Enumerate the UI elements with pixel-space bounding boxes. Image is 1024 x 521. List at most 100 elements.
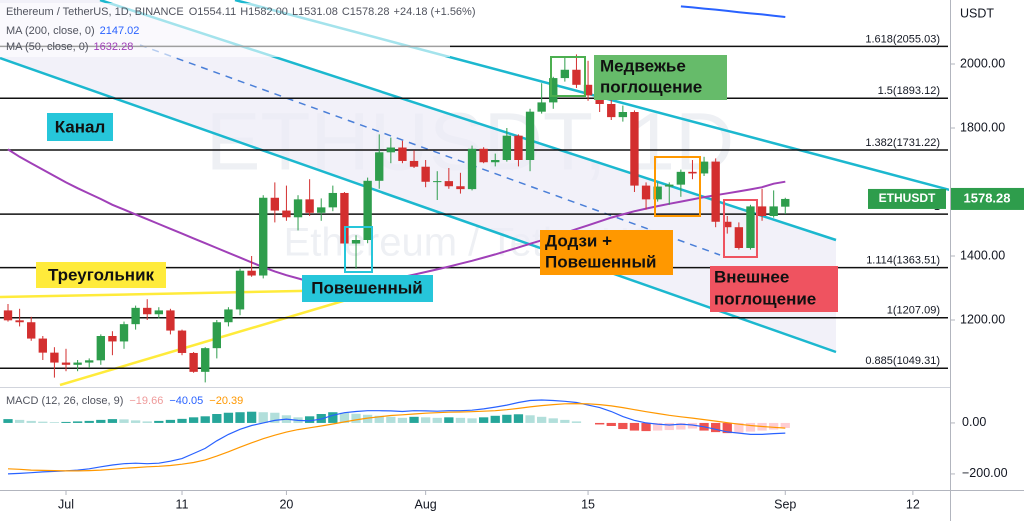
macd-bar xyxy=(780,422,790,428)
triangle-line xyxy=(0,288,351,299)
candle-body xyxy=(363,180,372,240)
annotation: Медвежье xyxy=(600,56,686,75)
macd-bar xyxy=(96,419,106,423)
macd-bar xyxy=(467,418,477,423)
x-tick-label: Sep xyxy=(774,497,796,511)
macd-bar xyxy=(420,417,431,423)
candle-body xyxy=(549,78,558,103)
candle-body xyxy=(15,320,24,323)
macd-bar xyxy=(687,422,698,429)
macd-bar xyxy=(304,416,315,423)
candle-body xyxy=(270,197,280,211)
pattern-box xyxy=(344,226,373,273)
macd-bar xyxy=(479,417,489,423)
candle-body xyxy=(769,206,778,216)
channel-line xyxy=(0,56,837,354)
macd-bar xyxy=(26,420,36,423)
macd-bar xyxy=(328,412,338,423)
macd-line xyxy=(7,399,786,475)
candle-body xyxy=(409,160,419,167)
macd-bar xyxy=(455,417,466,423)
candle-body xyxy=(583,84,593,96)
macd-bar xyxy=(560,419,570,423)
candle-body xyxy=(421,166,430,182)
macd-bar xyxy=(641,422,651,432)
pattern-box xyxy=(550,56,586,97)
candle-body xyxy=(282,210,291,218)
macd-bar xyxy=(362,414,373,423)
macd-bar xyxy=(3,419,13,423)
macd-bar xyxy=(339,412,350,423)
candle-body xyxy=(351,240,361,244)
candle-body xyxy=(688,171,697,174)
high: H1582.00 xyxy=(240,6,288,18)
candle-body xyxy=(572,69,581,85)
candle-body xyxy=(3,310,13,321)
macd-bar xyxy=(513,414,524,423)
macd-bar xyxy=(711,422,721,433)
candle-body xyxy=(514,135,523,160)
macd-bar xyxy=(61,421,71,423)
macd-bar xyxy=(188,417,199,423)
candle-body xyxy=(27,322,36,339)
candle-body xyxy=(618,112,628,118)
symbol-tag-label: ETHUSDT xyxy=(879,191,936,205)
candle-body xyxy=(235,270,245,310)
annotation: Канал xyxy=(55,117,106,136)
macd-bar xyxy=(653,422,663,431)
close: C1578.28 xyxy=(342,6,390,18)
ma-value: 2147.02 xyxy=(100,25,140,37)
ma-name: MA (50, close, 0) xyxy=(6,41,89,53)
macd-bar xyxy=(200,416,210,423)
macd-bar xyxy=(258,412,268,423)
candle-body xyxy=(525,111,535,160)
fib-label: 1(1207.09) xyxy=(887,305,940,317)
candle-body xyxy=(212,322,221,349)
x-tick-label: Jul xyxy=(58,497,74,511)
candle-body xyxy=(247,270,256,276)
candle-body xyxy=(259,197,268,276)
fib-label: 1.114(1363.51) xyxy=(866,255,940,267)
candle-body xyxy=(177,330,187,353)
candle-body xyxy=(340,192,349,244)
ma-value: 1632.28 xyxy=(94,41,134,53)
low: L1531.08 xyxy=(292,6,338,18)
moving-average xyxy=(680,5,786,18)
candle-body xyxy=(757,206,767,216)
legend-macd: MACD (12, 26, close, 9) −19.66 −40.05 −20.3… xyxy=(6,395,243,407)
x-tick-label: Aug xyxy=(415,497,437,511)
fib-label: 1.618(2055.03) xyxy=(865,33,940,45)
macd-bar xyxy=(107,419,118,423)
macd-bar xyxy=(502,414,512,423)
x-tick-label: 11 xyxy=(176,497,189,511)
candle-body xyxy=(375,152,384,181)
candle-body xyxy=(723,221,732,228)
candle-body xyxy=(119,324,129,342)
y-tick-label: 1200.00 xyxy=(960,312,1005,326)
symbol-tag xyxy=(868,188,946,209)
candle-body xyxy=(560,69,570,79)
annotation-box xyxy=(36,262,166,288)
candle-body xyxy=(537,102,546,112)
y-tick-label: 2000.00 xyxy=(960,56,1005,70)
candle-body xyxy=(386,147,396,153)
macd-bar xyxy=(270,412,280,423)
candle-body xyxy=(50,352,59,363)
macd-bar xyxy=(769,422,779,430)
candle-body xyxy=(85,360,94,363)
annotation-box xyxy=(302,275,433,302)
macd-bar xyxy=(72,421,83,423)
macd-value: −40.05 xyxy=(169,395,203,407)
candle-body xyxy=(305,199,314,213)
candle-body xyxy=(444,181,454,187)
candle-body xyxy=(96,336,105,361)
macd-bar xyxy=(154,420,164,423)
macd-layer xyxy=(3,399,790,475)
legend-bg xyxy=(0,3,450,57)
macd-bar xyxy=(444,417,454,423)
pattern-box xyxy=(723,199,758,258)
price-tag xyxy=(951,187,1024,210)
candle-body xyxy=(479,148,488,163)
candle-body xyxy=(665,184,674,187)
